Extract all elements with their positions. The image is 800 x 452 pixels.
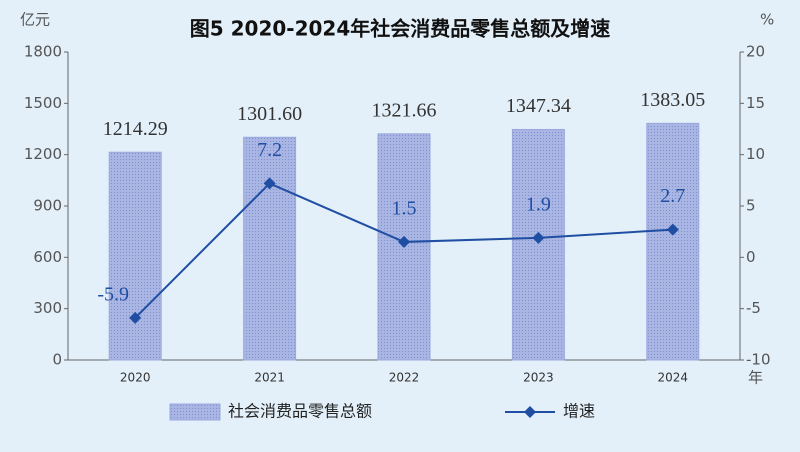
y2-tick-label: 15 (746, 94, 765, 112)
line-value-label: 1.9 (526, 193, 551, 215)
y2-tick-label: 10 (746, 145, 765, 163)
y2-tick-label: -5 (746, 299, 761, 317)
line-value-label: 2.7 (660, 185, 685, 207)
chart-title: 图5 2020-2024年社会消费品零售总额及增速 (190, 17, 611, 41)
bar-value-label: 1383.05 (640, 89, 705, 111)
line-marker (129, 311, 142, 324)
legend-swatch (169, 403, 221, 421)
x-tick-label: 2022 (389, 371, 420, 385)
legend-marker (524, 406, 536, 418)
line-value-label: -5.9 (97, 284, 129, 306)
line-marker (666, 223, 679, 236)
line-value-label: 1.5 (392, 198, 417, 220)
bar-value-label: 1214.29 (103, 118, 168, 140)
x-tick-label: 2020 (120, 371, 151, 385)
bar-value-label: 1321.66 (372, 99, 437, 121)
bar (646, 122, 700, 361)
line-marker (263, 177, 276, 190)
x-tick-label: 2024 (658, 371, 689, 385)
x-tick-label: 2023 (523, 371, 554, 385)
bar (243, 136, 297, 361)
bar (511, 128, 565, 361)
y-tick-label: 1200 (24, 145, 62, 163)
legend-label: 增速 (563, 402, 595, 421)
y2-tick-label: 20 (746, 43, 765, 61)
y2-tick-label: 0 (746, 248, 756, 266)
y-tick-label: 600 (33, 248, 62, 266)
bar (108, 151, 162, 361)
y-tick-label: 1500 (24, 94, 62, 112)
line-value-label: 7.2 (257, 139, 282, 161)
y2-axis-label: % (760, 11, 774, 29)
line-marker (532, 231, 545, 244)
y2-tick-label: -10 (746, 351, 771, 369)
x-axis-label: 年 (748, 369, 763, 387)
y-tick-label: 900 (33, 197, 62, 215)
y-axis-label: 亿元 (20, 11, 50, 29)
y-tick-label: 300 (33, 299, 62, 317)
line-marker (398, 235, 410, 248)
x-tick-label: 2021 (254, 371, 285, 385)
y-tick-label: 0 (52, 351, 62, 369)
y-tick-label: 1800 (24, 43, 62, 61)
y2-tick-label: 5 (746, 197, 756, 215)
bar-value-label: 1347.34 (506, 95, 571, 117)
bar-value-label: 1301.60 (237, 103, 302, 125)
legend-label: 社会消费品零售总额 (228, 402, 372, 421)
